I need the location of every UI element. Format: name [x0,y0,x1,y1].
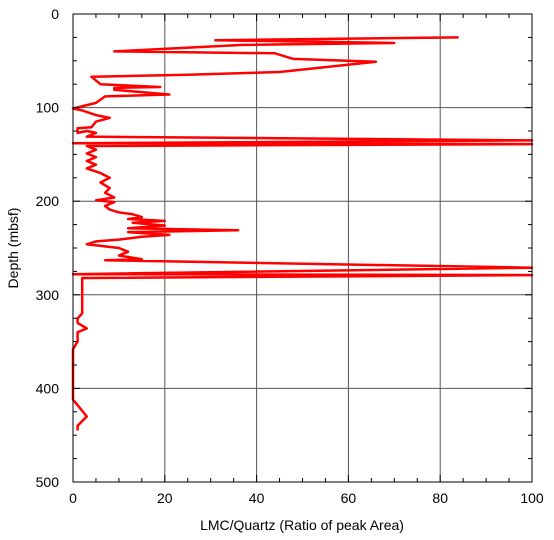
y-tick-label: 500 [36,474,60,490]
series-layer [71,36,534,431]
grid-lines [73,14,532,482]
tick-marks [72,13,533,483]
tick-labels: 0 20 40 60 80 100 0 100 200 300 400 500 [36,6,544,506]
x-tick-label: 80 [432,490,448,506]
y-tick-label: 300 [36,287,60,303]
x-tick-label: 20 [157,490,173,506]
x-tick-label: 40 [249,490,265,506]
x-tick-label: 0 [69,490,77,506]
plot-border [72,13,533,483]
x-axis-label: LMC/Quartz (Ratio of peak Area) [200,517,404,533]
plot-frame [72,13,533,483]
y-axis-label: Depth (mbsf) [5,208,21,289]
x-tick-label: 60 [341,490,357,506]
y-tick-label: 200 [36,193,60,209]
series-line-1 [71,36,534,431]
y-tick-label: 100 [36,100,60,116]
y-tick-label: 0 [51,6,59,22]
x-tick-label: 100 [520,490,544,506]
y-tick-label: 400 [36,380,60,396]
